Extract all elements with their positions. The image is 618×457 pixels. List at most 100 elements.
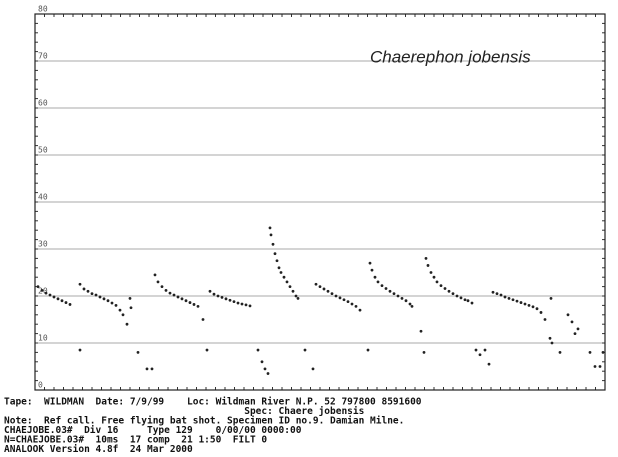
call-point xyxy=(487,362,491,366)
call-point xyxy=(358,308,362,312)
call-point xyxy=(269,233,273,237)
status-text: Tape: WILDMAN Date: 7/9/99 Loc: Wildman … xyxy=(4,397,422,456)
call-point xyxy=(432,275,436,279)
call-point xyxy=(156,280,160,284)
call-point xyxy=(499,293,503,297)
call-point xyxy=(350,302,354,306)
call-point xyxy=(558,351,562,354)
call-point xyxy=(400,296,404,300)
status-line: N=CHAEJOBE.03# 10ms 17 comp 21 1:50 FILT… xyxy=(4,435,267,446)
call-point xyxy=(519,301,523,304)
y-tick-label: 10 xyxy=(38,334,48,343)
call-point xyxy=(366,348,370,352)
call-point xyxy=(248,304,252,308)
call-point xyxy=(311,367,315,371)
call-point xyxy=(419,329,423,333)
call-point xyxy=(164,288,168,292)
call-point xyxy=(129,306,133,310)
call-point xyxy=(550,341,554,345)
call-point xyxy=(82,287,86,291)
call-point xyxy=(110,301,114,305)
call-point xyxy=(463,298,467,302)
call-point xyxy=(118,308,122,312)
call-point xyxy=(543,318,547,321)
call-point xyxy=(40,288,44,292)
call-point xyxy=(208,289,212,293)
call-point xyxy=(380,284,384,288)
call-point xyxy=(478,353,482,357)
call-point xyxy=(466,299,470,303)
call-point xyxy=(176,295,180,299)
call-point xyxy=(338,296,342,300)
call-point xyxy=(188,301,192,304)
call-point xyxy=(322,287,326,291)
call-point xyxy=(410,304,414,308)
species-annotation: Chaerephon jobensis xyxy=(370,47,531,66)
call-point xyxy=(125,322,129,326)
call-point xyxy=(291,289,295,293)
call-point xyxy=(263,367,267,371)
call-point xyxy=(384,287,388,290)
call-point xyxy=(483,348,487,352)
status-line: ANALOOK Version 4.8f 24 Mar 2000 xyxy=(4,444,193,455)
call-point xyxy=(244,303,248,307)
call-point xyxy=(451,292,455,296)
y-tick-label: 0 xyxy=(38,381,43,390)
y-tick-label: 30 xyxy=(38,240,48,249)
call-point xyxy=(145,367,149,371)
call-point xyxy=(588,351,592,354)
call-point xyxy=(601,351,605,354)
call-point xyxy=(232,300,236,304)
call-point xyxy=(447,289,451,293)
call-point xyxy=(196,304,200,308)
call-point xyxy=(266,372,270,375)
y-tick-label: 80 xyxy=(38,5,48,14)
y-tick-label: 60 xyxy=(38,99,48,108)
call-point xyxy=(326,289,330,293)
call-point xyxy=(370,268,374,272)
call-point xyxy=(404,299,408,303)
call-point xyxy=(36,285,40,288)
call-point xyxy=(535,307,539,311)
call-point xyxy=(86,289,90,293)
status-line: Tape: WILDMAN Date: 7/9/99 Loc: Wildman … xyxy=(4,397,422,408)
status-line: Note: Ref call. Free flying bat shot. Sp… xyxy=(4,416,404,427)
call-point xyxy=(268,226,272,230)
call-point xyxy=(435,280,439,284)
call-point xyxy=(60,299,64,303)
call-point xyxy=(439,284,443,288)
call-point xyxy=(346,300,350,304)
call-point xyxy=(240,302,244,306)
call-point xyxy=(507,296,511,300)
call-point xyxy=(598,365,602,368)
status-line: CHAEJOBE.03# Div 16 Type 129 0/00/00 000… xyxy=(4,425,302,436)
call-point xyxy=(376,280,380,284)
y-tick-label: 70 xyxy=(38,52,48,61)
call-point xyxy=(318,285,322,288)
call-point xyxy=(285,280,289,284)
plot-frame xyxy=(34,13,606,391)
call-point xyxy=(153,273,157,277)
call-point xyxy=(220,296,224,299)
call-point xyxy=(388,289,392,293)
call-point xyxy=(422,351,426,354)
call-point xyxy=(570,320,574,324)
call-point xyxy=(216,294,220,298)
call-point xyxy=(531,305,535,309)
call-point xyxy=(523,302,527,306)
call-point xyxy=(282,275,286,279)
call-point xyxy=(78,348,82,352)
call-point xyxy=(168,291,172,295)
call-point xyxy=(303,348,307,352)
call-point xyxy=(277,266,281,270)
call-point xyxy=(160,285,164,288)
call-point xyxy=(224,297,228,301)
call-point xyxy=(256,348,260,352)
call-point xyxy=(192,303,196,306)
call-point xyxy=(184,299,188,303)
call-point xyxy=(78,282,82,286)
call-point xyxy=(102,297,106,301)
call-point xyxy=(94,293,98,297)
call-point xyxy=(136,351,140,354)
